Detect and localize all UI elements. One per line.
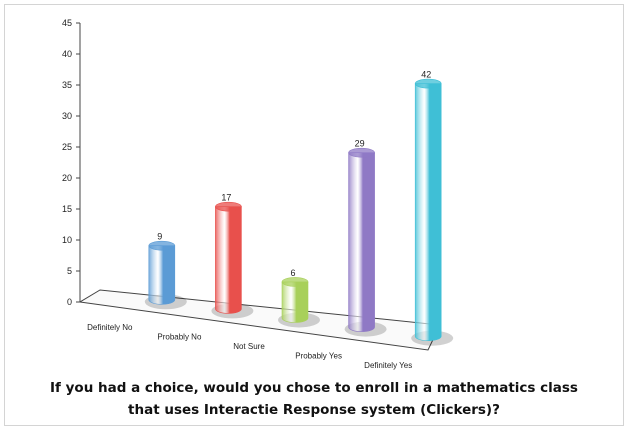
bar-top [348,147,375,158]
bar-definitely-yes [414,83,442,341]
bar-probably-yes [348,152,375,332]
y-tick-label: 15 [62,204,72,214]
y-tick-label: 40 [62,49,72,59]
x-tick-label: Probably Yes [295,352,342,361]
bar-top [148,240,176,251]
y-tick-label: 20 [62,173,72,183]
y-tick-label: 25 [62,142,72,152]
x-tick-label: Definitely Yes [364,361,412,370]
bar-top [215,201,242,212]
y-tick-label: 0 [67,297,72,307]
x-tick-label: Not Sure [233,342,265,351]
chart-title: If you had a choice, would you chose to … [50,380,578,418]
x-tick-label: Definitely No [87,323,133,332]
y-tick-label: 30 [62,111,72,121]
x-tick-label: Probably No [157,332,202,341]
data-label: 6 [290,268,295,278]
data-label: 17 [221,193,231,203]
y-tick-label: 35 [62,80,72,90]
data-label: 9 [157,232,162,242]
bar-top [281,277,309,287]
bar-top [414,78,442,89]
bar-not-sure [281,281,309,323]
y-tick-label: 45 [62,18,72,28]
bar-probably-no [215,206,242,314]
bar-definitely-no [148,245,176,305]
chart-frame [4,4,624,426]
chart-floor [78,289,441,351]
y-tick-label: 10 [62,235,72,245]
y-tick-label: 5 [67,266,72,276]
data-label: 42 [421,70,431,80]
data-label: 29 [355,139,365,149]
